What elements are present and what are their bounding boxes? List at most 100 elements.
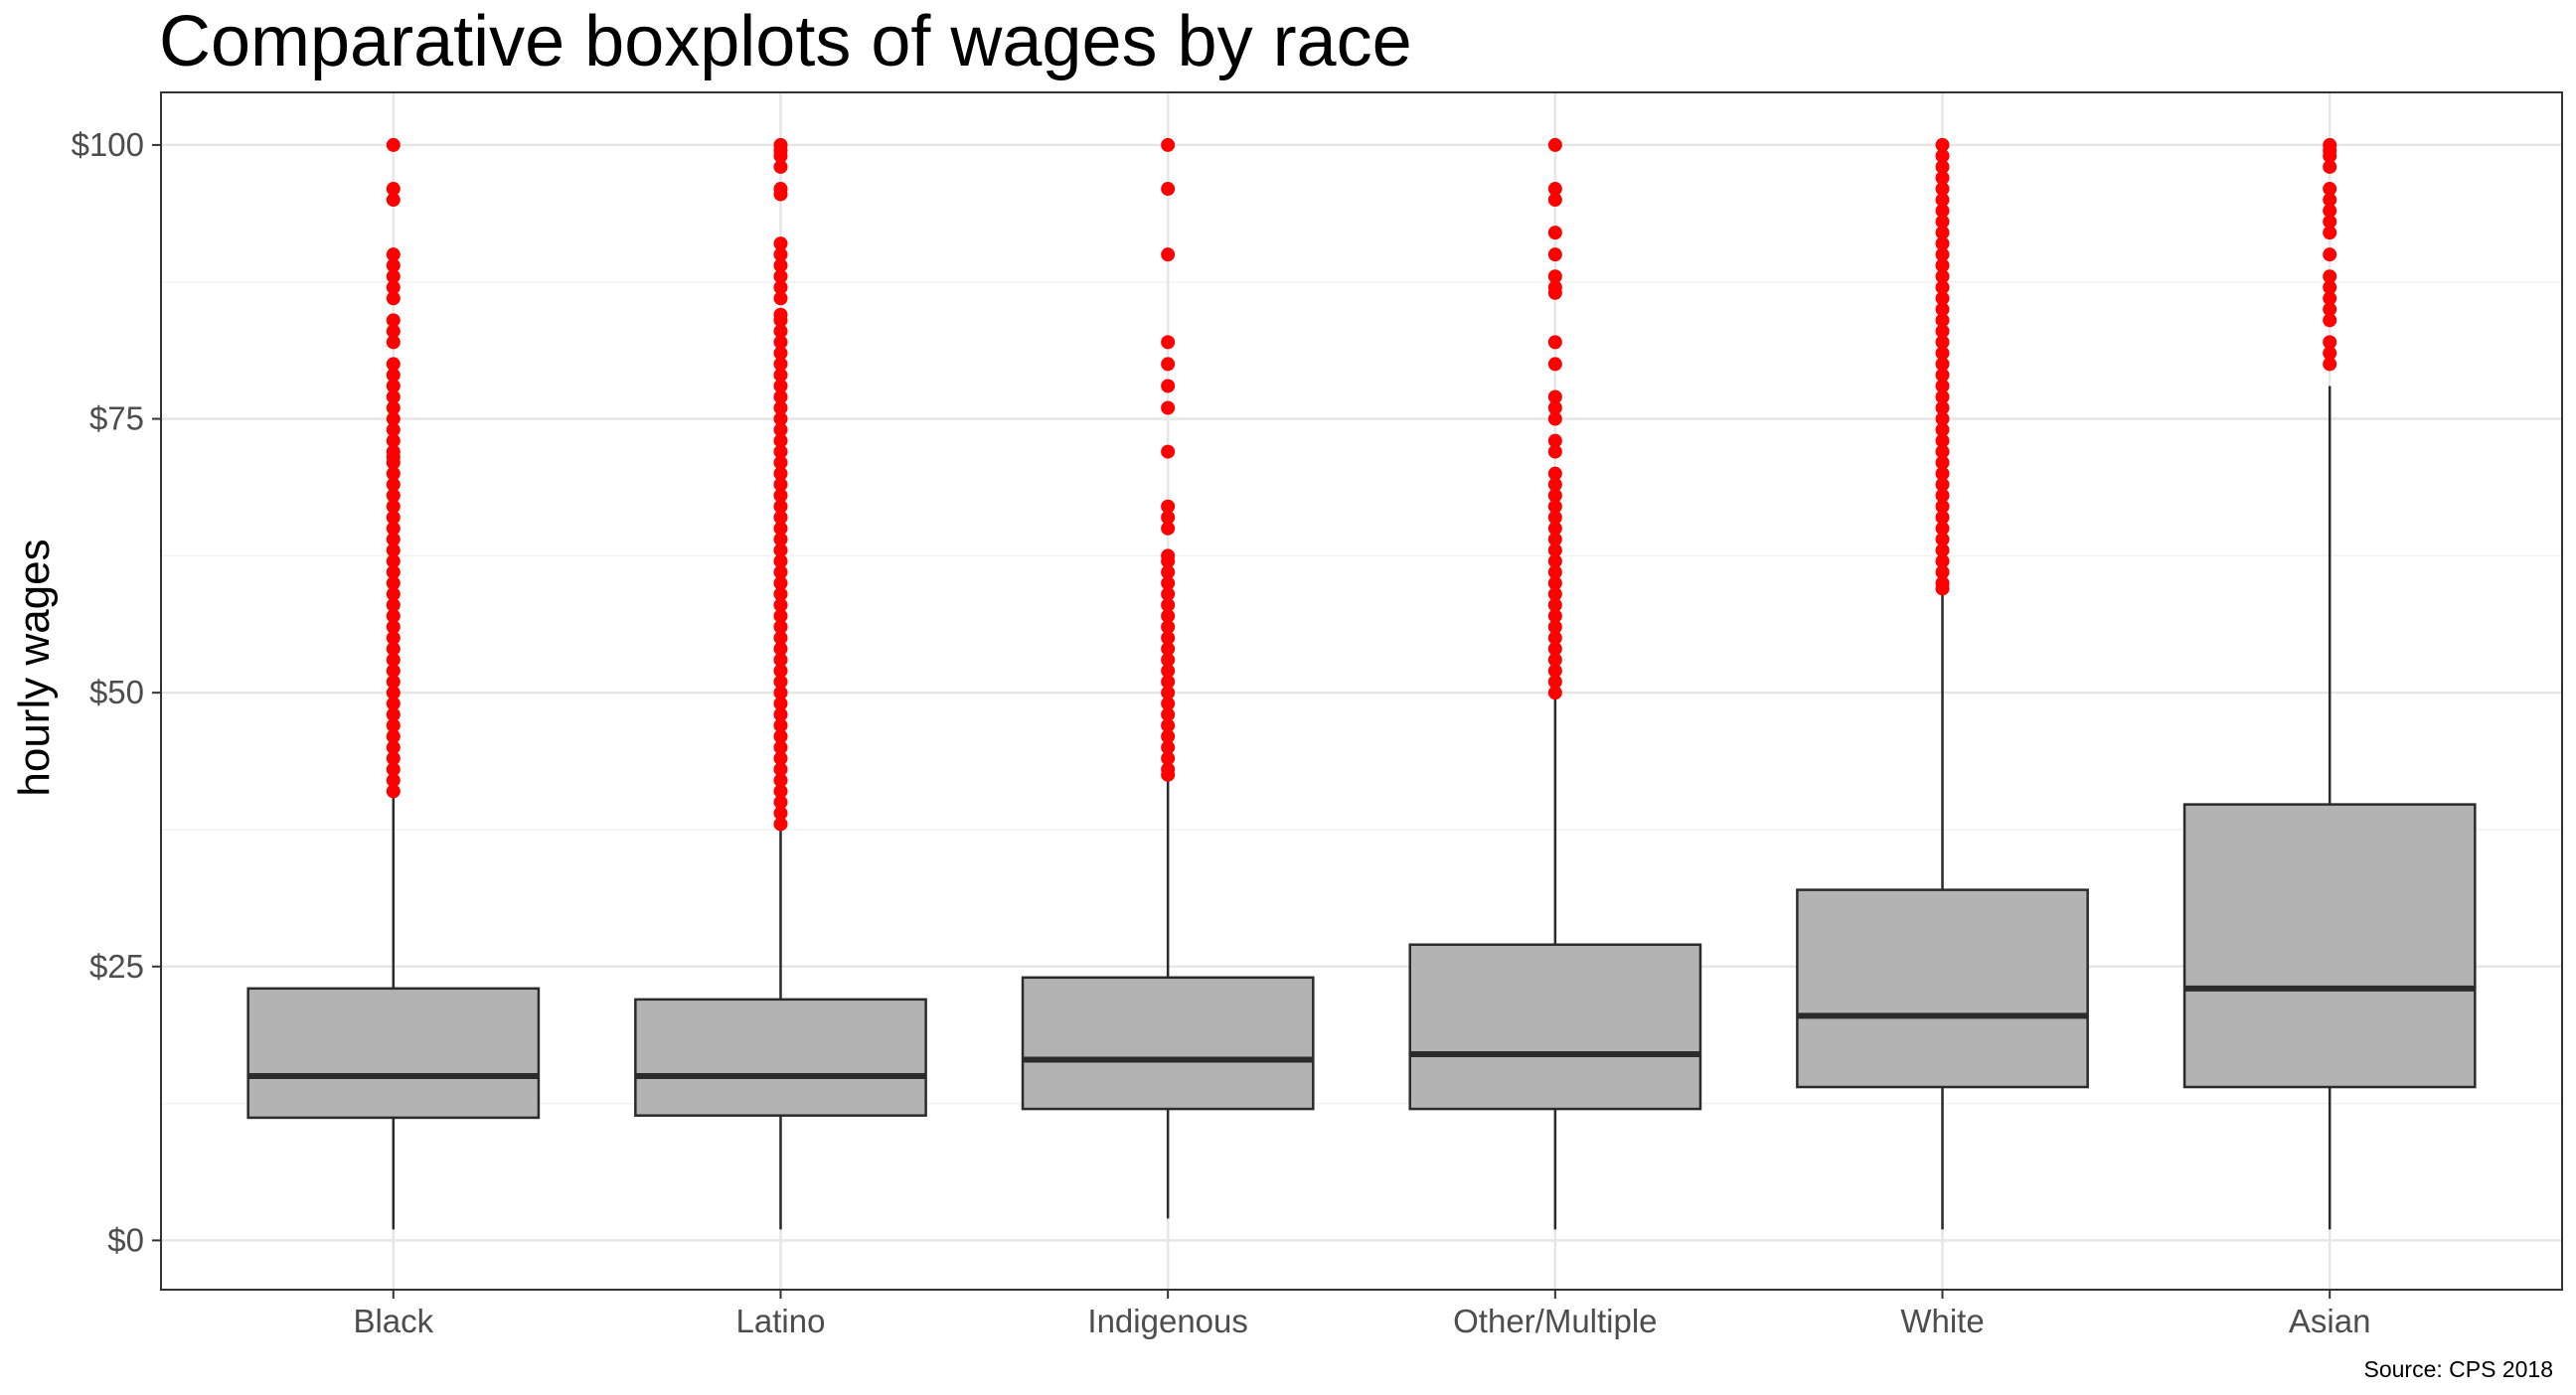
outlier-point <box>773 586 788 601</box>
outlier-point <box>386 718 401 733</box>
outlier-point <box>386 137 401 152</box>
outlier-point <box>2323 357 2337 372</box>
box <box>1796 888 2089 1089</box>
outlier-point <box>773 762 788 777</box>
outlier-point <box>1935 137 1950 152</box>
outlier-point <box>1935 564 1950 579</box>
outlier-point <box>1161 653 1176 668</box>
outlier-point <box>386 193 401 208</box>
outlier-point <box>1547 586 1562 601</box>
outlier-point <box>1935 357 1950 372</box>
outlier-point <box>2323 291 2337 306</box>
outlier-point <box>2323 182 2337 197</box>
outlier-point <box>1935 182 1950 197</box>
outlier-point <box>1935 335 1950 350</box>
outlier-point <box>1935 433 1950 448</box>
outlier-point <box>1935 400 1950 415</box>
outlier-point <box>1547 400 1562 415</box>
outlier-point <box>1547 411 1562 426</box>
outlier-point <box>773 291 788 306</box>
outlier-point <box>773 247 788 262</box>
outlier-point <box>1935 411 1950 426</box>
outlier-point <box>773 400 788 415</box>
outlier-point <box>386 697 401 711</box>
outlier-point <box>1547 444 1562 459</box>
outlier-point <box>386 510 401 525</box>
outlier-point <box>1547 510 1562 525</box>
outlier-point <box>386 400 401 415</box>
outlier-point <box>2323 346 2337 361</box>
outlier-point <box>386 324 401 339</box>
outlier-point <box>773 729 788 744</box>
outlier-point <box>773 159 788 174</box>
outlier-point <box>773 236 788 251</box>
outlier-point <box>1547 433 1562 448</box>
outlier-point <box>1161 379 1176 393</box>
outlier-point <box>386 521 401 536</box>
outlier-point <box>1935 148 1950 163</box>
outlier-point <box>386 335 401 350</box>
source-caption: Source: CPS 2018 <box>2363 1356 2553 1382</box>
y-tick-label: $100 <box>72 126 144 163</box>
x-tick-label: Black <box>353 1303 433 1339</box>
outlier-point <box>1935 258 1950 273</box>
outlier-point <box>1547 477 1562 492</box>
outlier-point <box>1935 170 1950 185</box>
y-tick-label: $75 <box>89 400 144 437</box>
outlier-point <box>773 455 788 470</box>
outlier-point <box>386 762 401 777</box>
x-ticks: Black Latino Indigenous Other/Multiple White… <box>353 1290 2370 1339</box>
outlier-point <box>1935 280 1950 295</box>
outlier-point <box>773 575 788 590</box>
outlier-point <box>1161 767 1176 782</box>
outlier-point <box>386 653 401 668</box>
outlier-point <box>1935 477 1950 492</box>
outlier-point <box>773 718 788 733</box>
box <box>1408 943 1702 1111</box>
outlier-point <box>1161 642 1176 657</box>
outlier-point <box>386 751 401 766</box>
outlier-point <box>773 664 788 679</box>
outlier-point <box>1547 357 1562 372</box>
outlier-point <box>386 182 401 197</box>
outlier-point <box>2323 148 2337 163</box>
outlier-point <box>1161 444 1176 459</box>
outlier-point <box>1547 675 1562 690</box>
outlier-point <box>386 707 401 722</box>
outlier-point <box>386 258 401 273</box>
outlier-point <box>773 379 788 393</box>
outlier-point <box>773 148 788 163</box>
outlier-point <box>1161 631 1176 646</box>
outlier-point <box>386 740 401 755</box>
outlier-point <box>386 368 401 383</box>
outlier-point <box>2323 313 2337 328</box>
outlier-point <box>1935 236 1950 251</box>
outlier-point <box>386 247 401 262</box>
outlier-point <box>1161 729 1176 744</box>
outlier-point <box>2323 280 2337 295</box>
outlier-point <box>1547 335 1562 350</box>
outlier-point <box>1935 215 1950 230</box>
outlier-point <box>773 653 788 668</box>
outlier-point <box>1935 488 1950 503</box>
outlier-point <box>773 532 788 546</box>
outlier-point <box>386 499 401 514</box>
outlier-point <box>773 697 788 711</box>
outlier-point <box>1161 247 1176 262</box>
outlier-point <box>773 521 788 536</box>
outlier-point <box>386 542 401 557</box>
outlier-point <box>1161 499 1176 514</box>
outlier-point <box>1161 357 1176 372</box>
outlier-point <box>1547 269 1562 284</box>
outlier-point <box>386 422 401 437</box>
box <box>1021 976 1315 1111</box>
outlier-point <box>1161 597 1176 612</box>
outlier-point <box>1935 291 1950 306</box>
outlier-point <box>773 411 788 426</box>
outlier-point <box>1935 302 1950 317</box>
outlier-point <box>773 280 788 295</box>
x-tick-label: Asian <box>2289 1303 2371 1339</box>
outlier-point <box>1935 247 1950 262</box>
outlier-point <box>773 510 788 525</box>
outlier-point <box>1547 564 1562 579</box>
